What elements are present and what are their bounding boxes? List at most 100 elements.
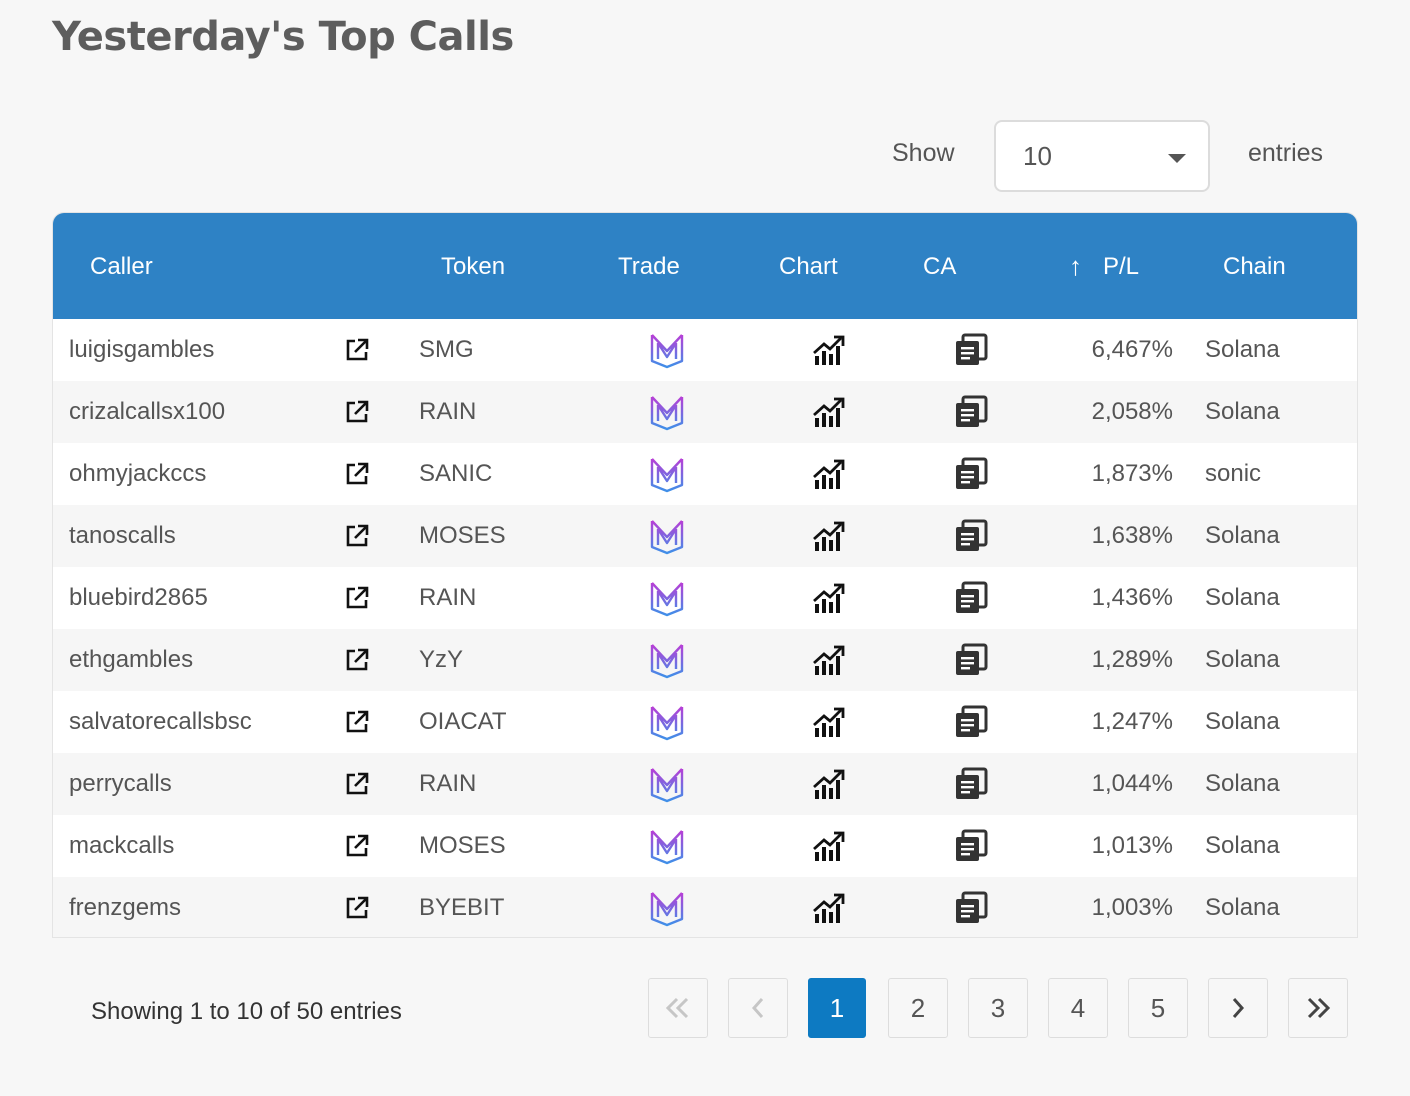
caller-external-link[interactable] xyxy=(305,629,409,691)
token-symbol: BYEBIT xyxy=(409,877,573,937)
caller-name: ohmyjackccs xyxy=(69,460,207,487)
external-link-icon xyxy=(305,833,409,859)
copy-ca-button[interactable] xyxy=(897,691,1045,753)
copy-ca-button[interactable] xyxy=(897,443,1045,505)
table-row: ethgambles YzY 1,289% Solana xyxy=(53,629,1357,691)
trade-button[interactable] xyxy=(573,629,761,691)
caller-name: ethgambles xyxy=(53,629,305,691)
page-button-2[interactable]: 2 xyxy=(888,978,948,1038)
column-header-caller[interactable]: Caller xyxy=(53,213,305,319)
external-link-icon xyxy=(305,647,409,673)
token-symbol: SMG xyxy=(419,336,474,363)
copy-ca-button[interactable] xyxy=(897,505,1045,567)
chart-button[interactable] xyxy=(761,567,897,629)
external-link-icon xyxy=(305,399,409,425)
chart-button[interactable] xyxy=(761,753,897,815)
caller-external-link[interactable] xyxy=(305,567,409,629)
profit-loss: 1,003% xyxy=(1045,877,1187,937)
trade-button[interactable] xyxy=(573,567,761,629)
page-button-5[interactable]: 5 xyxy=(1128,978,1188,1038)
chain-name: Solana xyxy=(1205,708,1280,735)
profit-loss: 1,289% xyxy=(1045,629,1187,691)
chain-name: Solana xyxy=(1205,336,1280,363)
caller-external-link[interactable] xyxy=(305,381,409,443)
chain-name: Solana xyxy=(1205,832,1280,859)
column-header-ca[interactable]: CA xyxy=(897,213,1045,319)
trade-button[interactable] xyxy=(573,815,761,877)
copy-ca-button[interactable] xyxy=(897,815,1045,877)
chart-icon xyxy=(761,706,897,738)
copy-ca-button[interactable] xyxy=(897,629,1045,691)
page-button-3[interactable]: 3 xyxy=(968,978,1028,1038)
chart-button[interactable] xyxy=(761,381,897,443)
trade-button[interactable] xyxy=(573,877,761,937)
chart-icon xyxy=(761,644,897,676)
token-symbol: OIACAT xyxy=(419,708,507,735)
copy-ca-button[interactable] xyxy=(897,567,1045,629)
chain-name: sonic xyxy=(1205,460,1262,487)
last-page-button[interactable] xyxy=(1288,978,1348,1038)
entries-per-page-value: 10 xyxy=(1023,141,1052,171)
chart-button[interactable] xyxy=(761,629,897,691)
copy-ca-button[interactable] xyxy=(897,319,1045,381)
chart-button[interactable] xyxy=(761,443,897,505)
caller-external-link[interactable] xyxy=(305,505,409,567)
chart-button[interactable] xyxy=(761,877,897,937)
trade-button[interactable] xyxy=(573,691,761,753)
caller-external-link[interactable] xyxy=(305,753,409,815)
trade-button[interactable] xyxy=(573,505,761,567)
copy-ca-button[interactable] xyxy=(897,877,1045,937)
table-row: frenzgems BYEBIT 1,003% Solana xyxy=(53,877,1357,937)
column-header-chart[interactable]: Chart xyxy=(761,213,897,319)
first-page-icon xyxy=(665,997,689,1019)
table-body: luigisgambles SMG 6,467% Solana crizalcallsx… xyxy=(53,319,1357,937)
caller-name: frenzgems xyxy=(53,877,305,937)
caller-external-link[interactable] xyxy=(305,443,409,505)
caller-external-link[interactable] xyxy=(305,815,409,877)
previous-page-button[interactable] xyxy=(728,978,788,1038)
column-header-token[interactable]: Token xyxy=(409,213,573,319)
copy-icon xyxy=(897,891,1045,925)
column-header-label: CA xyxy=(923,253,957,280)
external-link-icon xyxy=(305,337,409,363)
chart-icon xyxy=(761,830,897,862)
first-page-button[interactable] xyxy=(648,978,708,1038)
caller-name: mackcalls xyxy=(69,832,175,859)
copy-icon xyxy=(897,519,1045,553)
column-header-trade[interactable]: Trade xyxy=(573,213,761,319)
entries-per-page-select[interactable]: 10 xyxy=(994,120,1210,192)
table-row: perrycalls RAIN 1,044% Solana xyxy=(53,753,1357,815)
caller-name: crizalcallsx100 xyxy=(53,381,305,443)
chart-button[interactable] xyxy=(761,319,897,381)
external-link-icon xyxy=(305,709,409,735)
profit-loss: 1,013% xyxy=(1091,832,1173,859)
trade-button[interactable] xyxy=(573,381,761,443)
last-page-icon xyxy=(1307,997,1331,1019)
caller-external-link[interactable] xyxy=(305,877,409,937)
chart-button[interactable] xyxy=(761,815,897,877)
token-symbol: RAIN xyxy=(419,584,477,611)
caller-external-link[interactable] xyxy=(305,691,409,753)
page-button-4[interactable]: 4 xyxy=(1048,978,1108,1038)
chain-name: Solana xyxy=(1187,381,1357,443)
previous-page-icon xyxy=(751,998,764,1018)
column-header-chain[interactable]: Chain xyxy=(1187,213,1357,319)
caller-external-link[interactable] xyxy=(305,319,409,381)
page-button-1[interactable]: 1 xyxy=(808,978,866,1038)
trade-button[interactable] xyxy=(573,443,761,505)
trade-logo-icon xyxy=(573,331,761,369)
chain-name: Solana xyxy=(1187,877,1357,937)
caller-name: luigisgambles xyxy=(69,336,215,363)
next-page-button[interactable] xyxy=(1208,978,1268,1038)
trade-button[interactable] xyxy=(573,319,761,381)
copy-ca-button[interactable] xyxy=(897,381,1045,443)
column-header-pl[interactable]: ↑ P/L xyxy=(1045,213,1187,319)
trade-logo-icon xyxy=(573,703,761,741)
next-page-icon xyxy=(1232,998,1245,1018)
table-row: crizalcallsx100 RAIN 2,058% Solana xyxy=(53,381,1357,443)
column-header-label: Trade xyxy=(618,253,680,280)
chart-button[interactable] xyxy=(761,691,897,753)
copy-ca-button[interactable] xyxy=(897,753,1045,815)
chart-button[interactable] xyxy=(761,505,897,567)
trade-button[interactable] xyxy=(573,753,761,815)
